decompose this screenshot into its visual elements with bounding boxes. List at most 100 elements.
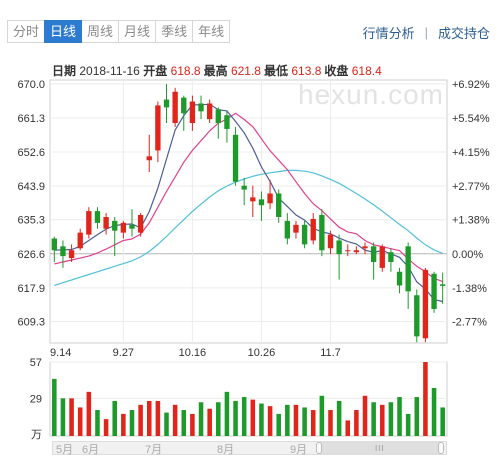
pct-tick-label: +2.77% xyxy=(452,181,490,193)
volume-bar-down xyxy=(302,407,307,436)
price-tick-label: 661.3 xyxy=(17,113,45,125)
candle-up xyxy=(293,224,299,233)
volume-bar-up xyxy=(155,400,161,436)
volume-bar-up xyxy=(190,413,195,436)
volume-bar-down xyxy=(397,397,402,436)
candle-up xyxy=(327,234,334,249)
scroller-month-label: 9月 xyxy=(290,444,308,456)
high-label: 最高 xyxy=(203,64,228,78)
scroller-right-handle[interactable] xyxy=(438,442,444,454)
candle-down xyxy=(60,246,66,257)
candle-up xyxy=(379,246,385,268)
scroller-window[interactable]: III xyxy=(316,442,444,454)
candle-down xyxy=(284,220,291,239)
candle-up xyxy=(172,91,178,124)
candle-up xyxy=(120,222,127,233)
volume-bar-up xyxy=(379,404,385,436)
candle-down xyxy=(215,109,221,124)
volume-bar-up xyxy=(345,420,351,436)
close-value: 618.4 xyxy=(351,64,382,78)
pct-tick-label: -1.38% xyxy=(452,283,487,295)
volume-bar-down xyxy=(164,412,169,436)
tab-weekly[interactable]: 周线 xyxy=(81,20,120,43)
candle-down xyxy=(258,199,265,206)
candle-down xyxy=(336,240,342,255)
volume-bar-up xyxy=(267,406,273,436)
date-tick-label: 11.7 xyxy=(320,347,341,359)
volume-bar-down xyxy=(216,402,221,436)
volume-bar-up xyxy=(310,410,316,436)
candle-down xyxy=(129,224,135,229)
volume-bar-down xyxy=(241,397,247,436)
candle-down xyxy=(396,271,403,286)
price-tick-label: 635.3 xyxy=(17,215,45,227)
candle-up xyxy=(362,246,368,249)
volume-bar-down xyxy=(112,400,118,436)
candle-up xyxy=(267,193,273,204)
volume-bar-down xyxy=(60,398,66,436)
candle-down xyxy=(276,193,282,217)
tab-daily[interactable]: 日线 xyxy=(44,20,83,43)
pct-tick-label: +6.92% xyxy=(452,79,490,91)
candle-up xyxy=(345,250,351,252)
scroller-left-handle[interactable] xyxy=(316,442,322,454)
volume-bar-up xyxy=(138,404,143,436)
tab-yearly[interactable]: 年线 xyxy=(192,20,231,43)
volume-bar-up xyxy=(86,391,92,436)
candle-up xyxy=(86,211,92,235)
volume-bar-down xyxy=(52,378,57,436)
candle-up xyxy=(250,197,256,202)
holdings-link[interactable]: 成交持仓 xyxy=(437,26,490,41)
candle-down xyxy=(51,238,57,251)
volume-bar-down xyxy=(224,391,230,436)
volume-bar-up xyxy=(77,407,83,436)
candle-down xyxy=(431,273,437,309)
volume-bar-down xyxy=(405,413,411,436)
candle-down xyxy=(181,97,187,114)
volume-bar-down xyxy=(440,407,445,436)
candle-up xyxy=(155,105,161,151)
date-value: 2018-11-16 xyxy=(79,64,140,78)
tab-monthly[interactable]: 月线 xyxy=(118,20,157,43)
date-tick-label: 10.16 xyxy=(179,347,207,359)
volume-unit-label: 万 xyxy=(31,429,42,441)
time-range-scroller[interactable]: 5月 6月 7月 8月 9月 III xyxy=(52,441,447,456)
candle-down xyxy=(370,246,377,262)
candle-down xyxy=(388,252,394,262)
pct-tick-label: +4.15% xyxy=(452,147,490,159)
close-label: 收盘 xyxy=(324,64,349,78)
date-label: 日期 xyxy=(52,64,77,78)
volume-bar-up xyxy=(146,400,152,436)
volume-bar-up xyxy=(69,398,74,436)
candle-down xyxy=(319,215,325,251)
candle-down xyxy=(414,295,420,337)
ma5-line xyxy=(54,103,443,303)
candle-down xyxy=(112,220,118,231)
candle-up xyxy=(103,216,109,229)
scroller-month-label: 5月 xyxy=(56,444,74,456)
header-links: 行情分析 | 成交持仓 xyxy=(363,23,490,42)
volume-bar-up xyxy=(103,419,109,436)
pct-tick-label: +5.54% xyxy=(452,113,490,125)
volume-bar-up xyxy=(362,395,368,436)
candle-down xyxy=(405,246,411,292)
pct-tick-label: -2.77% xyxy=(452,316,487,328)
tab-quarterly[interactable]: 季线 xyxy=(155,20,194,43)
volume-bar-down xyxy=(414,397,420,436)
volume-bar-down xyxy=(371,402,376,436)
volume-bar-down xyxy=(198,402,204,436)
price-panel-frame xyxy=(49,79,448,344)
high-value: 621.8 xyxy=(230,64,261,78)
market-analysis-link[interactable]: 行情分析 xyxy=(362,26,415,41)
candle-up xyxy=(206,103,213,120)
pct-tick-label: +1.38% xyxy=(452,215,490,227)
volume-bar-up xyxy=(328,410,333,436)
date-tick-label: 9.14 xyxy=(50,347,71,359)
volume-bar-up xyxy=(172,404,178,436)
price-tick-label: 617.9 xyxy=(17,283,45,295)
candle-down xyxy=(224,115,230,129)
volume-bar-up xyxy=(250,399,256,436)
low-value: 613.8 xyxy=(291,64,322,78)
volume-bar-down xyxy=(431,387,437,436)
